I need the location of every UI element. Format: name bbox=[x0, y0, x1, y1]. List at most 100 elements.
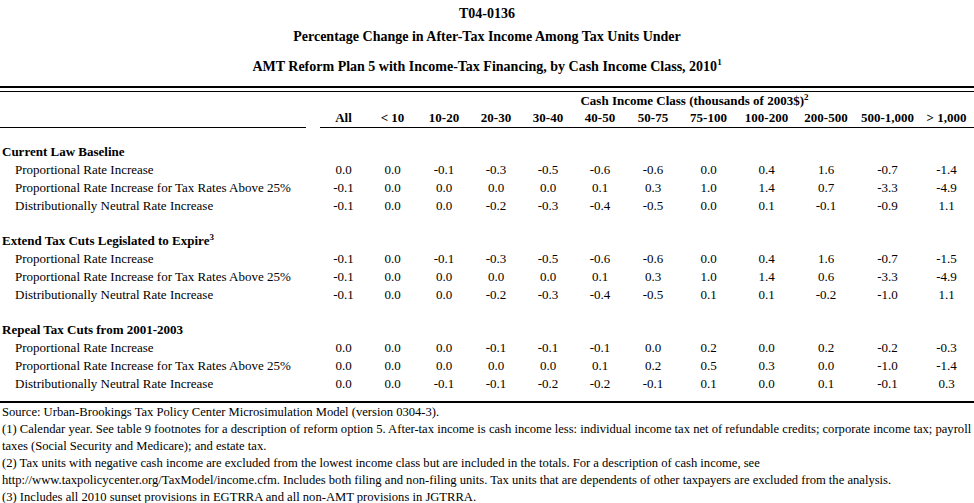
section-label: Current Law Baseline bbox=[0, 141, 974, 161]
subtitle-footnote-marker: 1 bbox=[717, 57, 722, 67]
table-cell: -0.1 bbox=[796, 197, 856, 215]
section-footnote-marker: 3 bbox=[209, 232, 214, 242]
table-cell: 0.1 bbox=[574, 179, 626, 197]
table-cell: -0.6 bbox=[626, 250, 680, 268]
table-cell: -0.1 bbox=[320, 179, 367, 197]
table-cell: -0.6 bbox=[574, 161, 626, 179]
table-cell: 0.5 bbox=[680, 357, 737, 375]
table-cell: -0.2 bbox=[796, 286, 856, 304]
row-label-column-header bbox=[0, 110, 306, 128]
table-cell: 0.0 bbox=[418, 179, 470, 197]
table-cell: -1.4 bbox=[919, 357, 974, 375]
table-cell: -3.3 bbox=[856, 179, 919, 197]
group-header-text: Cash Income Class (thousands of 2003$) bbox=[580, 93, 804, 108]
spacer bbox=[306, 110, 320, 128]
footnote-2: (2) Tax units with negative cash income … bbox=[2, 455, 972, 489]
table-cell: 0.0 bbox=[418, 286, 470, 304]
table-cell: 0.0 bbox=[320, 161, 367, 179]
column-header: 30-40 bbox=[522, 110, 574, 128]
spacer bbox=[306, 357, 320, 375]
table-cell: -1.5 bbox=[919, 250, 974, 268]
table-cell: 0.1 bbox=[680, 375, 737, 393]
group-header: Cash Income Class (thousands of 2003$)2 bbox=[320, 92, 974, 110]
table-cell: -0.9 bbox=[856, 197, 919, 215]
table-cell: -0.3 bbox=[470, 250, 522, 268]
table-cell: -0.2 bbox=[470, 197, 522, 215]
table-cell: 0.0 bbox=[737, 339, 796, 357]
document-page: T04-0136 Percentage Change in After-Tax … bbox=[0, 0, 974, 503]
table-cell: 0.7 bbox=[796, 179, 856, 197]
row-label: Distributionally Neutral Rate Increase bbox=[0, 375, 306, 393]
page-title: Percentage Change in After-Tax Income Am… bbox=[0, 24, 974, 49]
table-cell: 1.0 bbox=[680, 179, 737, 197]
table-cell: 1.0 bbox=[680, 268, 737, 286]
column-header: 40-50 bbox=[574, 110, 626, 128]
column-header: 10-20 bbox=[418, 110, 470, 128]
column-header: 200-500 bbox=[796, 110, 856, 128]
spacer bbox=[306, 161, 320, 179]
spacer bbox=[306, 268, 320, 286]
table-cell: 0.4 bbox=[737, 161, 796, 179]
table-cell: 0.0 bbox=[367, 286, 418, 304]
table-cell: -0.7 bbox=[856, 250, 919, 268]
source-note: Source: Urban-Brookings Tax Policy Cente… bbox=[2, 404, 972, 421]
footnotes-block: Source: Urban-Brookings Tax Policy Cente… bbox=[0, 403, 974, 503]
column-header: 75-100 bbox=[680, 110, 737, 128]
table-row: Distributionally Neutral Rate Increase-0… bbox=[0, 286, 974, 304]
spacer bbox=[306, 179, 320, 197]
table-cell: -0.1 bbox=[418, 250, 470, 268]
table-body: Current Law BaselineProportional Rate In… bbox=[0, 127, 974, 401]
table-cell: 0.4 bbox=[737, 250, 796, 268]
table-cell: -0.5 bbox=[626, 197, 680, 215]
spacer bbox=[306, 339, 320, 357]
row-label: Proportional Rate Increase for Tax Rates… bbox=[0, 268, 306, 286]
table-cell: 0.0 bbox=[367, 268, 418, 286]
section-label: Extend Tax Cuts Legislated to Expire3 bbox=[0, 230, 974, 250]
footnote-3: (3) Includes all 2010 sunset provisions … bbox=[2, 489, 972, 503]
table-cell: -0.1 bbox=[856, 375, 919, 393]
table-cell: -0.1 bbox=[470, 375, 522, 393]
column-header: 500-1,000 bbox=[856, 110, 919, 128]
table-cell: 0.0 bbox=[418, 197, 470, 215]
table-cell: 0.0 bbox=[470, 268, 522, 286]
table-cell: 1.1 bbox=[919, 197, 974, 215]
table-cell: 0.1 bbox=[737, 286, 796, 304]
table-row: Distributionally Neutral Rate Increase-0… bbox=[0, 197, 974, 215]
table-cell: -0.1 bbox=[320, 250, 367, 268]
table-cell: 0.0 bbox=[367, 179, 418, 197]
table-cell: 0.0 bbox=[522, 268, 574, 286]
table-cell: 0.0 bbox=[367, 375, 418, 393]
table-cell: -0.3 bbox=[919, 339, 974, 357]
table-cell: -0.1 bbox=[522, 339, 574, 357]
row-label: Proportional Rate Increase bbox=[0, 161, 306, 179]
group-header-footnote-marker: 2 bbox=[804, 92, 809, 102]
spacer bbox=[306, 197, 320, 215]
row-label: Proportional Rate Increase for Tax Rates… bbox=[0, 357, 306, 375]
table-cell: -0.2 bbox=[856, 339, 919, 357]
spacer-row bbox=[0, 393, 974, 401]
table-cell: -0.1 bbox=[626, 375, 680, 393]
table-cell: -0.4 bbox=[574, 286, 626, 304]
spacer bbox=[306, 375, 320, 393]
section-label-text: Repeal Tax Cuts from 2001-2003 bbox=[2, 323, 183, 338]
table-cell: -0.1 bbox=[320, 268, 367, 286]
table-cell: -0.4 bbox=[574, 197, 626, 215]
table-cell: -0.5 bbox=[522, 161, 574, 179]
title-block: T04-0136 Percentage Change in After-Tax … bbox=[0, 0, 974, 80]
table-cell: 0.0 bbox=[680, 250, 737, 268]
table-cell: -0.1 bbox=[320, 197, 367, 215]
spacer-row bbox=[0, 304, 974, 319]
table-cell: -0.3 bbox=[522, 286, 574, 304]
table-row: Proportional Rate Increase for Tax Rates… bbox=[0, 357, 974, 375]
table-cell: 0.3 bbox=[737, 357, 796, 375]
section-label-text: Extend Tax Cuts Legislated to Expire bbox=[2, 234, 209, 249]
table-cell: -4.9 bbox=[919, 179, 974, 197]
table-row: Proportional Rate Increase0.00.00.0-0.1-… bbox=[0, 339, 974, 357]
table-cell: 0.1 bbox=[574, 357, 626, 375]
table-cell: 1.6 bbox=[796, 161, 856, 179]
table-cell: 1.4 bbox=[737, 179, 796, 197]
table-cell: 0.0 bbox=[626, 339, 680, 357]
table-cell: 0.0 bbox=[470, 357, 522, 375]
table-cell: 0.0 bbox=[522, 179, 574, 197]
section-header-row: Repeal Tax Cuts from 2001-2003 bbox=[0, 319, 974, 339]
